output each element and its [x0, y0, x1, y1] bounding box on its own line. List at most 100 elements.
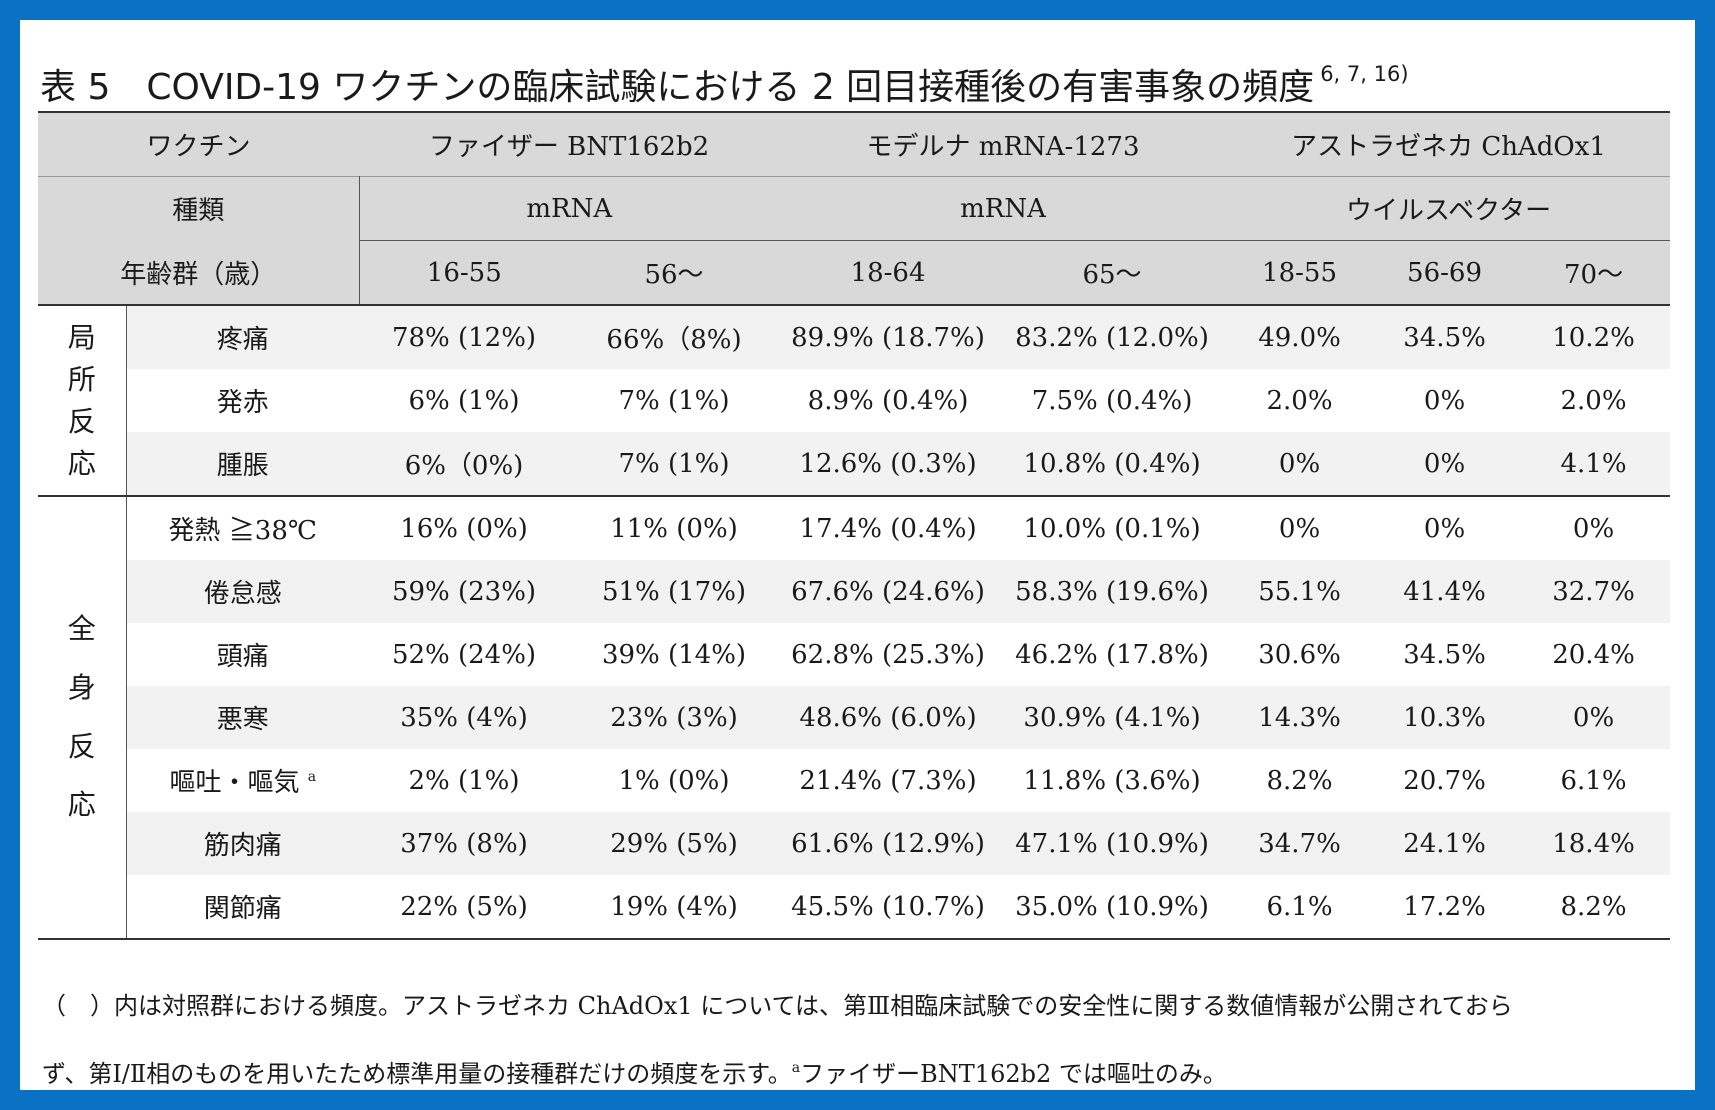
value-cell: 35.0% (10.9%) — [997, 875, 1228, 939]
title-references: 6, 7, 16) — [1320, 62, 1409, 86]
age-group: 65～ — [997, 240, 1228, 305]
value-cell: 17.4% (0.4%) — [779, 496, 998, 560]
footnote-line-1: （ ）内は対照群における頻度。アストラゼネカ ChAdOx1 については、第Ⅲ相… — [42, 992, 1513, 1020]
value-cell: 49.0% — [1227, 305, 1373, 369]
value-cell: 39% (14%) — [569, 623, 780, 686]
pfizer-type: mRNA — [359, 176, 780, 241]
type-label: 種類 — [38, 176, 360, 241]
age-label: 年齢群（歳） — [38, 240, 360, 305]
item-label: 腫脹 — [126, 432, 360, 496]
value-cell: 7.5% (0.4%) — [997, 369, 1228, 432]
table-row: 筋肉痛 37% (8%) 29% (5%) 61.6% (12.9%) 47.1… — [38, 812, 1671, 875]
value-cell: 11.8% (3.6%) — [997, 749, 1228, 812]
value-cell: 45.5% (10.7%) — [779, 875, 998, 939]
value-cell: 22% (5%) — [359, 875, 570, 939]
item-label: 筋肉痛 — [126, 812, 360, 875]
value-cell: 20.4% — [1517, 623, 1671, 686]
value-cell: 62.8% (25.3%) — [779, 623, 998, 686]
value-cell: 19% (4%) — [569, 875, 780, 939]
value-cell: 78% (12%) — [359, 305, 570, 369]
table-title: 表 5 COVID-19 ワクチンの臨床試験における 2 回目接種後の有害事象の… — [40, 58, 1409, 110]
table-row: 頭痛 52% (24%) 39% (14%) 62.8% (25.3%) 46.… — [38, 623, 1671, 686]
value-cell: 6.1% — [1517, 749, 1671, 812]
table-row: 発赤 6% (1%) 7% (1%) 8.9% (0.4%) 7.5% (0.4… — [38, 369, 1671, 432]
item-label: 発熱 ≧38℃ — [126, 496, 360, 560]
value-cell: 55.1% — [1227, 560, 1373, 623]
value-cell: 47.1% (10.9%) — [997, 812, 1228, 875]
document-panel: 表 5 COVID-19 ワクチンの臨床試験における 2 回目接種後の有害事象の… — [20, 20, 1695, 1090]
value-cell: 2.0% — [1227, 369, 1373, 432]
item-label: 疼痛 — [126, 305, 360, 369]
table-row: 全身反応 発熱 ≧38℃ 16% (0%) 11% (0%) 17.4% (0.… — [38, 496, 1671, 939]
value-cell: 48.6% (6.0%) — [779, 686, 998, 749]
age-group: 70～ — [1517, 240, 1671, 305]
value-cell: 37% (8%) — [359, 812, 570, 875]
footnote-line-2: ず、第Ⅰ/Ⅱ相のものを用いたため標準用量の接種群だけの頻度を示す。aファイザーB… — [42, 1060, 1227, 1088]
type-header-row: 種類 mRNA mRNA ウイルスベクター — [38, 176, 1671, 241]
item-label: 嘔吐・嘔気 a — [126, 749, 360, 812]
value-cell: 11% (0%) — [569, 496, 780, 560]
value-cell: 18.4% — [1517, 812, 1671, 875]
vaccine-header-row: ワクチン ファイザー BNT162b2 モデルナ mRNA-1273 アストラゼ… — [38, 111, 1671, 177]
table-row: 悪寒 35% (4%) 23% (3%) 48.6% (6.0%) 30.9% … — [38, 686, 1671, 749]
value-cell: 46.2% (17.8%) — [997, 623, 1228, 686]
value-cell: 29% (5%) — [569, 812, 780, 875]
table-title-text: 表 5 COVID-19 ワクチンの臨床試験における 2 回目接種後の有害事象の… — [40, 67, 1315, 108]
value-cell: 20.7% — [1372, 749, 1518, 812]
table-row: 嘔吐・嘔気 a 2% (1%) 1% (0%) 21.4% (7.3%) 11.… — [38, 749, 1671, 812]
item-label: 頭痛 — [126, 623, 360, 686]
value-cell: 6% (1%) — [359, 369, 570, 432]
value-cell: 52% (24%) — [359, 623, 570, 686]
value-cell: 17.2% — [1372, 875, 1518, 939]
value-cell: 0% — [1517, 686, 1671, 749]
local-reactions-group: 局所反応 — [38, 305, 127, 496]
item-label: 倦怠感 — [126, 560, 360, 623]
value-cell: 7% (1%) — [569, 369, 780, 432]
footnote-marker: a — [307, 769, 317, 785]
value-cell: 21.4% (7.3%) — [779, 749, 998, 812]
value-cell: 35% (4%) — [359, 686, 570, 749]
vaccine-label: ワクチン — [38, 111, 360, 177]
value-cell: 14.3% — [1227, 686, 1373, 749]
value-cell: 7% (1%) — [569, 432, 780, 496]
moderna-type: mRNA — [779, 176, 1228, 241]
value-cell: 58.3% (19.6%) — [997, 560, 1228, 623]
value-cell: 10.8% (0.4%) — [997, 432, 1228, 496]
value-cell: 34.5% — [1372, 305, 1518, 369]
age-header-row: 年齢群（歳） 16-55 56～ 18-64 65～ 18-55 56-69 7… — [38, 240, 1671, 305]
pfizer-header: ファイザー BNT162b2 — [359, 111, 780, 177]
value-cell: 32.7% — [1517, 560, 1671, 623]
systemic-reactions-group: 全身反応 — [38, 496, 127, 939]
value-cell: 0% — [1372, 369, 1518, 432]
value-cell: 2% (1%) — [359, 749, 570, 812]
value-cell: 12.6% (0.3%) — [779, 432, 998, 496]
value-cell: 6.1% — [1227, 875, 1373, 939]
value-cell: 41.4% — [1372, 560, 1518, 623]
table-row: 関節痛 22% (5%) 19% (4%) 45.5% (10.7%) 35.0… — [38, 875, 1671, 939]
value-cell: 59% (23%) — [359, 560, 570, 623]
value-cell: 34.7% — [1227, 812, 1373, 875]
value-cell: 0% — [1372, 496, 1518, 560]
value-cell: 16% (0%) — [359, 496, 570, 560]
age-group: 18-64 — [779, 240, 998, 305]
table-footnote: （ ）内は対照群における頻度。アストラゼネカ ChAdOx1 については、第Ⅲ相… — [42, 975, 1682, 1105]
age-group: 18-55 — [1227, 240, 1373, 305]
value-cell: 8.9% (0.4%) — [779, 369, 998, 432]
value-cell: 66%（8%) — [569, 305, 780, 369]
value-cell: 24.1% — [1372, 812, 1518, 875]
value-cell: 0% — [1227, 496, 1373, 560]
value-cell: 10.0% (0.1%) — [997, 496, 1228, 560]
footnote-marker: a — [791, 1060, 801, 1076]
item-label: 悪寒 — [126, 686, 360, 749]
item-label: 関節痛 — [126, 875, 360, 939]
value-cell: 30.9% (4.1%) — [997, 686, 1228, 749]
item-label: 発赤 — [126, 369, 360, 432]
value-cell: 4.1% — [1517, 432, 1671, 496]
age-group: 56-69 — [1372, 240, 1518, 305]
age-group: 16-55 — [359, 240, 570, 305]
value-cell: 0% — [1372, 432, 1518, 496]
value-cell: 1% (0%) — [569, 749, 780, 812]
value-cell: 83.2% (12.0%) — [997, 305, 1228, 369]
age-group: 56～ — [569, 240, 780, 305]
moderna-header: モデルナ mRNA-1273 — [779, 111, 1228, 177]
